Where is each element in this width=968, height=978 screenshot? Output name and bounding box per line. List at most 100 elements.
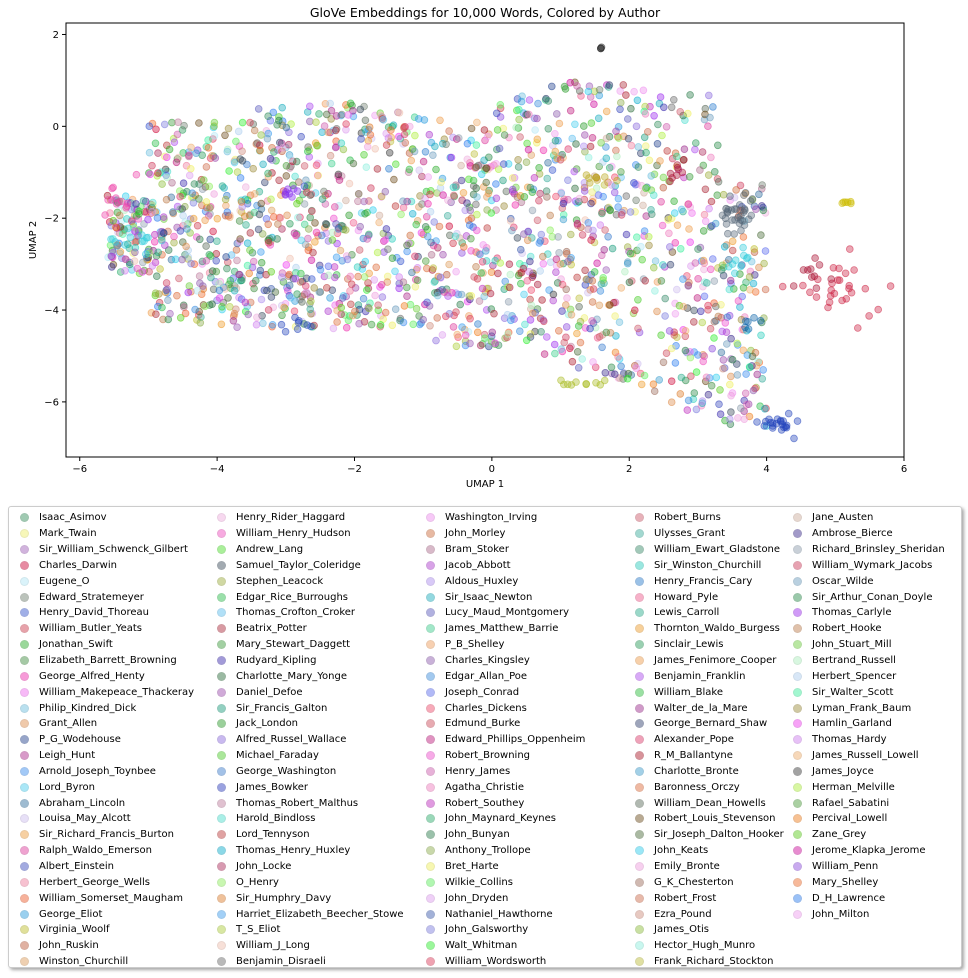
scatter-point	[163, 285, 172, 294]
legend-item: Wilkie_Collins	[415, 874, 585, 890]
legend-item: Arnold_Joseph_Toynbee	[9, 764, 194, 780]
scatter-point	[799, 266, 808, 274]
scatter-point	[736, 303, 744, 311]
legend-label: Thomas_Carlyle	[812, 607, 892, 619]
scatter-point	[635, 328, 644, 337]
scatter-point	[812, 293, 821, 301]
scatter-point	[516, 245, 525, 254]
scatter-point	[382, 225, 391, 233]
scatter-point	[373, 248, 382, 257]
scatter-point	[217, 320, 226, 329]
scatter-point	[473, 193, 481, 201]
scatter-point	[506, 316, 515, 325]
legend-label: Jane_Austen	[812, 512, 874, 524]
scatter-point	[449, 239, 457, 248]
legend-label: Grant_Allen	[39, 718, 98, 730]
legend-swatch	[217, 719, 226, 729]
scatter-point	[710, 334, 718, 342]
scatter-point	[222, 201, 230, 210]
scatter-point	[469, 176, 478, 185]
scatter-point	[425, 302, 434, 310]
scatter-point	[865, 312, 873, 320]
scatter-point	[311, 238, 319, 246]
scatter-point	[502, 187, 511, 196]
legend-item: John_Stuart_Mill	[782, 637, 945, 653]
scatter-point	[615, 374, 624, 382]
scatter-point	[390, 175, 398, 184]
scatter-point	[201, 302, 209, 311]
scatter-point	[534, 99, 542, 108]
scatter-point	[267, 206, 276, 215]
x-axis-ticks: −6 −4 −2 0 2 4 6	[72, 457, 907, 475]
legend-swatch	[217, 656, 226, 666]
scatter-point	[714, 178, 723, 186]
legend-swatch	[217, 766, 226, 776]
legend-label: Jerome_Klapka_Jerome	[812, 845, 926, 857]
legend-label: James_Matthew_Barrie	[445, 623, 559, 635]
legend-label: Harold_Bindloss	[236, 813, 316, 825]
scatter-points	[101, 43, 895, 443]
legend-item: Rafael_Sabatini	[782, 795, 945, 811]
scatter-point	[246, 118, 254, 127]
legend-item: Daniel_Defoe	[206, 684, 404, 700]
scatter-point	[159, 315, 167, 324]
scatter-point	[616, 87, 624, 95]
legend-item: John_Bunyan	[415, 827, 585, 843]
scatter-point	[591, 323, 600, 332]
scatter-point	[252, 276, 260, 285]
scatter-point	[444, 292, 452, 300]
scatter-point	[154, 149, 162, 157]
legend-label: Lord_Tennyson	[236, 829, 310, 841]
legend-label: Ezra_Pound	[654, 908, 712, 920]
legend-label: Baronness_Orczy	[654, 781, 740, 793]
scatter-point	[576, 338, 585, 347]
legend-swatch	[635, 687, 644, 697]
scatter-point	[395, 284, 403, 293]
scatter-point	[847, 288, 856, 297]
scatter-point	[246, 246, 254, 255]
legend-label: Edmund_Burke	[445, 718, 521, 730]
scatter-point	[650, 112, 658, 120]
legend-label: Joseph_Conrad	[445, 686, 520, 698]
scatter-point	[639, 86, 648, 95]
legend-label: John_Morley	[445, 528, 506, 540]
legend-label: Sir_Winston_Churchill	[654, 559, 762, 571]
legend-swatch	[793, 751, 802, 761]
scatter-point	[457, 161, 465, 170]
y-axis-ticks: −6−4−202	[44, 30, 66, 408]
scatter-point	[415, 166, 424, 175]
legend-item: William_Wymark_Jacobs	[782, 558, 945, 574]
legend-item: T_S_Eliot	[206, 922, 404, 938]
scatter-point	[685, 225, 693, 233]
scatter-point	[640, 371, 649, 380]
scatter-point	[354, 226, 363, 235]
scatter-point	[122, 255, 130, 264]
scatter-point	[441, 312, 450, 321]
scatter-point	[211, 154, 220, 162]
scatter-point	[595, 86, 604, 94]
scatter-point	[385, 149, 394, 157]
scatter-point	[673, 161, 681, 169]
scatter-point	[698, 397, 707, 405]
y-tick-label: −2	[44, 214, 59, 225]
scatter-point	[418, 200, 426, 208]
scatter-point	[445, 222, 454, 231]
scatter-point	[282, 261, 291, 269]
scatter-point	[312, 118, 320, 126]
scatter-point	[263, 286, 271, 295]
legend-swatch	[20, 545, 29, 555]
scatter-point	[405, 165, 414, 174]
scatter-point	[309, 248, 317, 257]
scatter-point	[111, 238, 120, 246]
scatter-point	[300, 200, 309, 208]
legend-label: Benjamin_Franklin	[654, 670, 746, 682]
legend-swatch	[20, 719, 29, 729]
legend-label: Edgar_Allan_Poe	[445, 670, 528, 682]
scatter-point	[589, 285, 598, 293]
scatter-point	[588, 134, 597, 142]
scatter-point	[439, 191, 447, 199]
legend-label: William_Ewart_Gladstone	[654, 544, 781, 556]
scatter-point	[306, 191, 315, 200]
scatter-point	[713, 141, 722, 150]
legend-swatch	[635, 671, 644, 681]
